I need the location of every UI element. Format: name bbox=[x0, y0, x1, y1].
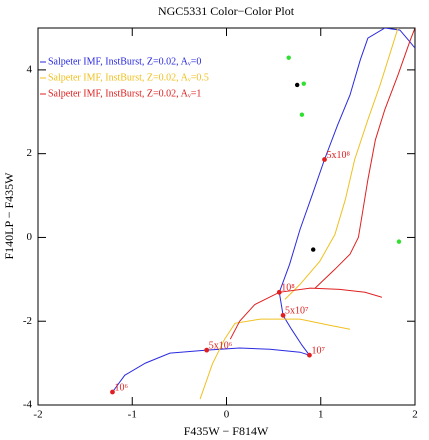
series-line bbox=[229, 28, 415, 340]
legend-text: Salpeter IMF, InstBurst, Z=0.02, Aᵥ=0.5 bbox=[48, 72, 209, 83]
chart-title: NGC5331 Color−Color Plot bbox=[158, 4, 295, 18]
age-label: 10⁶ bbox=[114, 382, 128, 393]
x-tick-label: -1 bbox=[128, 409, 137, 421]
y-tick-label: 2 bbox=[27, 147, 33, 159]
age-marker bbox=[307, 352, 312, 358]
y-tick-label: 4 bbox=[27, 63, 33, 75]
x-axis-label: F435W − F814W bbox=[184, 424, 269, 438]
age-marker bbox=[276, 289, 282, 295]
age-marker bbox=[204, 347, 210, 353]
x-tick-label: 2 bbox=[412, 409, 418, 421]
point bbox=[311, 247, 316, 252]
age-label: 5x10⁷ bbox=[285, 306, 309, 317]
y-axis-label: F140LP − F435W bbox=[2, 172, 16, 260]
legend-text: Salpeter IMF, InstBurst, Z=0.02, Aᵥ=0 bbox=[48, 56, 201, 67]
point bbox=[396, 239, 402, 244]
x-tick-label: 1 bbox=[318, 409, 324, 421]
y-tick-label: -4 bbox=[23, 399, 33, 411]
age-label: 5x10⁸ bbox=[327, 150, 351, 161]
y-tick-label: 0 bbox=[27, 231, 33, 243]
point bbox=[294, 82, 300, 88]
y-tick-label: -2 bbox=[23, 315, 32, 327]
series-line bbox=[199, 28, 399, 400]
age-label: 10⁸ bbox=[281, 283, 295, 294]
point bbox=[301, 81, 306, 86]
age-marker bbox=[322, 157, 327, 162]
x-tick-label: -2 bbox=[33, 409, 42, 421]
x-tick-label: 0 bbox=[224, 409, 230, 421]
age-marker bbox=[280, 312, 286, 318]
age-label: 5x10⁶ bbox=[209, 340, 233, 351]
age-marker bbox=[110, 389, 115, 395]
point bbox=[299, 112, 305, 117]
point bbox=[286, 55, 291, 60]
plot-area bbox=[110, 28, 415, 400]
age-label: 10⁷ bbox=[311, 345, 325, 356]
legend-text: Salpeter IMF, InstBurst, Z=0.02, Aᵥ=1 bbox=[48, 88, 201, 99]
